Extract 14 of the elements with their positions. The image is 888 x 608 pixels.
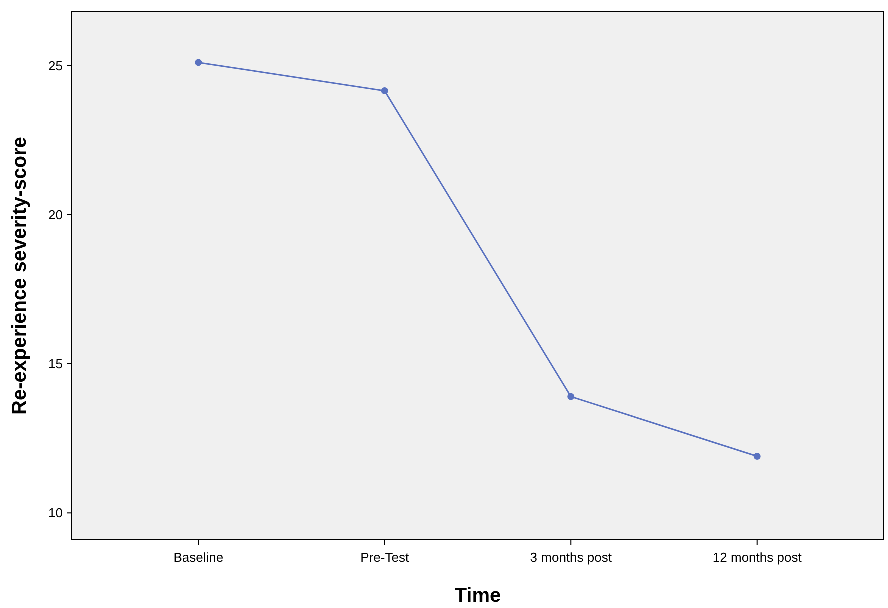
y-tick-label: 20 [48, 207, 63, 222]
point [381, 88, 388, 95]
x-tick-label: Baseline [174, 550, 224, 565]
point [754, 452, 761, 460]
point [195, 59, 202, 66]
x-tick-label: 3 months post [530, 550, 612, 565]
y-axis-title: Re-experience severity-score [9, 137, 31, 415]
y-tick-label: 15 [48, 356, 63, 372]
point [568, 393, 575, 400]
x-tick-label: Pre-Test [360, 550, 410, 565]
y-tick-label: 10 [48, 506, 63, 521]
y-tick-label: 25 [48, 58, 63, 74]
x-axis-title: Time [454, 585, 502, 607]
x-tick-label: 12 months post [712, 550, 802, 565]
